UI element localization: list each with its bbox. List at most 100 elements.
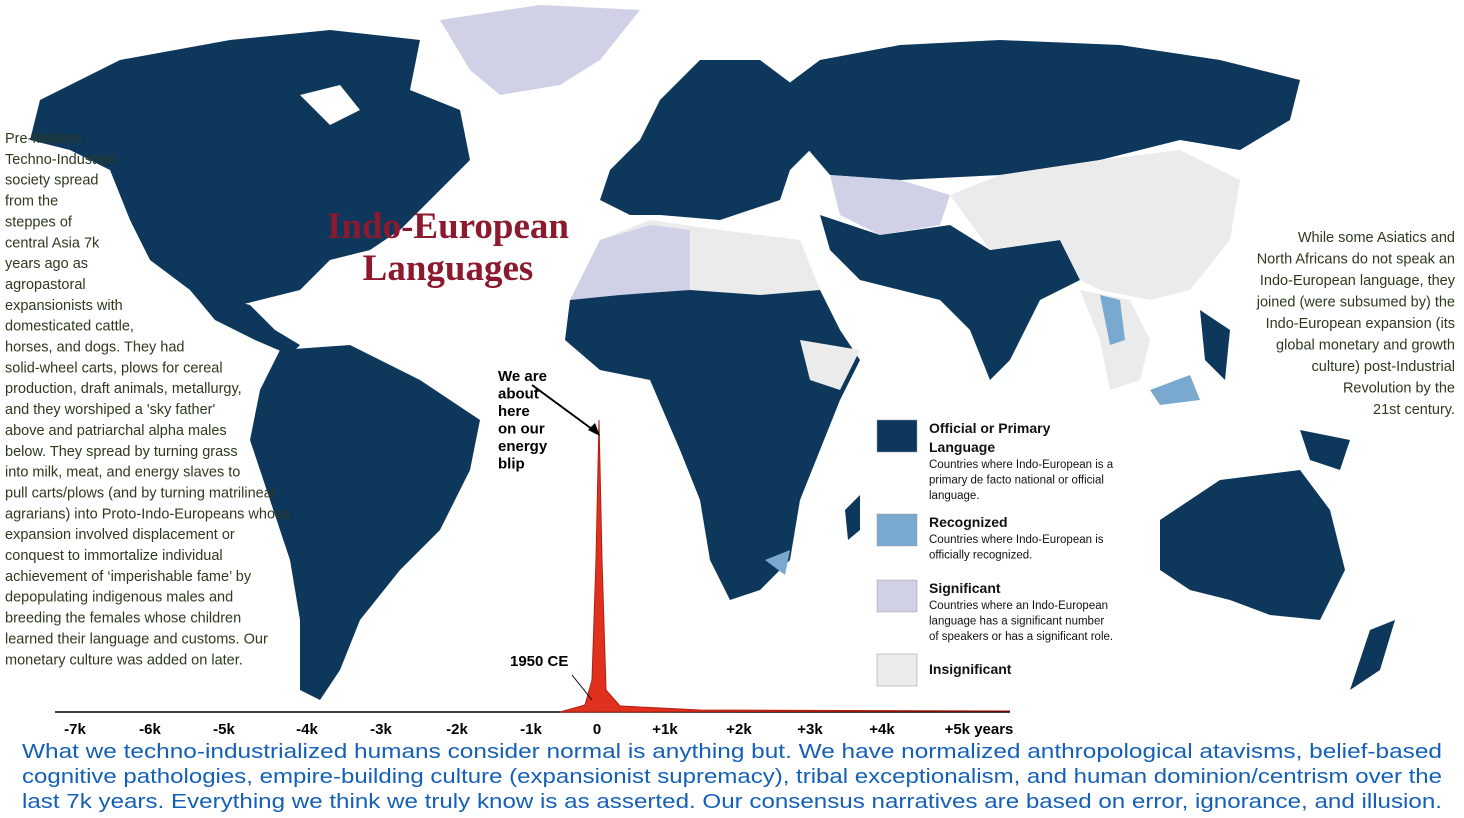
- left-paragraph-line: agropastoral: [5, 277, 86, 293]
- annotation-line: about: [498, 386, 539, 403]
- legend-swatch: [876, 419, 918, 453]
- legend-title: Recognized: [929, 514, 1008, 530]
- left-paragraph-line: solid-wheel carts, plows for cereal: [5, 360, 223, 376]
- left-paragraph-line: conquest to immortalize individual: [5, 548, 223, 564]
- legend-title: Official or Primary: [929, 420, 1051, 436]
- left-paragraph-line: achievement of ‘imperishable fame’ by: [5, 569, 252, 585]
- left-paragraph-line: and they worshiped a 'sky father': [5, 402, 215, 418]
- timeline-tick-label: -5k: [213, 721, 235, 738]
- south-america: [250, 345, 480, 700]
- left-paragraph-line: from the: [5, 194, 58, 210]
- legend-title: Language: [929, 439, 995, 455]
- greenland: [440, 5, 640, 95]
- left-paragraph-line: society spread: [5, 173, 99, 189]
- legend-swatch: [876, 653, 918, 687]
- timeline-tick-label: -1k: [520, 721, 542, 738]
- horn-of-africa: [800, 340, 860, 390]
- footer-line: cognitive pathologies, empire-building c…: [22, 765, 1442, 788]
- europe: [600, 60, 820, 220]
- timeline-tick-label: -3k: [370, 721, 392, 738]
- world-map: [30, 5, 1395, 700]
- timeline-tick-label: +2k: [726, 721, 752, 738]
- right-paragraph-line: global monetary and growth: [1276, 338, 1455, 354]
- marker-arrow: [571, 674, 593, 701]
- legend-description: language has a significant number: [929, 616, 1104, 628]
- footer-line: last 7k years. Everything we think we tr…: [22, 790, 1442, 813]
- annotation-line: on our: [498, 421, 545, 438]
- new-zealand: [1350, 620, 1395, 690]
- east-asia: [950, 150, 1240, 300]
- left-paragraph-line: above and patriarchal alpha males: [5, 423, 227, 439]
- recognized-region: [1100, 295, 1125, 345]
- timeline-tick-label: -6k: [139, 721, 161, 738]
- map-title: Languages: [363, 248, 534, 289]
- left-paragraph-line: domesticated cattle,: [5, 319, 134, 335]
- annotation-line: We are: [498, 368, 547, 385]
- left-paragraph-line: expansion involved displacement or: [5, 527, 235, 543]
- left-paragraph-line: learned their language and customs. Our: [5, 631, 268, 647]
- timeline-tick-label: +3k: [797, 721, 823, 738]
- legend-description: primary de facto national or official: [929, 475, 1104, 487]
- legend-swatch: [876, 579, 918, 613]
- left-paragraph-line: production, draft animals, metallurgy,: [5, 381, 242, 397]
- africa: [565, 290, 860, 600]
- legend-title: Insignificant: [929, 661, 1012, 677]
- footer-line: What we techno-industrialized humans con…: [22, 740, 1442, 763]
- left-paragraph-line: Pre-Modern: [5, 131, 82, 147]
- philippines: [1200, 310, 1230, 380]
- left-paragraph-line: steppes of: [5, 214, 73, 230]
- south-asia: [820, 215, 1080, 380]
- timeline-tick-label: +5k years: [945, 721, 1014, 738]
- right-paragraph-line: 21st century.: [1373, 402, 1455, 418]
- right-paragraph-line: Indo-European language, they: [1260, 273, 1456, 289]
- recognized-region: [765, 550, 790, 575]
- hudson-bay: [300, 85, 360, 125]
- right-paragraph-line: Indo-European expansion (its: [1266, 316, 1455, 332]
- central-asia: [830, 175, 950, 235]
- left-paragraph-line: horses, and dogs. They had: [5, 340, 185, 356]
- legend-description: language.: [929, 490, 980, 502]
- annotation-line: here: [498, 403, 530, 420]
- maghreb: [570, 225, 690, 300]
- left-paragraph-line: breeding the females whose children: [5, 611, 241, 627]
- timeline-tick-label: -7k: [64, 721, 86, 738]
- north-america: [30, 30, 470, 310]
- legend-description: Countries where Indo-European is: [929, 534, 1104, 546]
- right-paragraph-line: joined (were subsumed by) the: [1256, 295, 1455, 311]
- legend-description: officially recognized.: [929, 550, 1032, 562]
- left-paragraph-line: years ago as: [5, 256, 88, 272]
- left-paragraph-line: pull carts/plows (and by turning matrili…: [5, 485, 275, 501]
- timeline-tick-label: 0: [593, 721, 601, 738]
- left-paragraph-line: agrarians) into Proto-Indo-Europeans who…: [5, 506, 290, 522]
- left-paragraph-line: monetary culture was added on later.: [5, 652, 243, 668]
- left-paragraph-line: central Asia 7k: [5, 235, 100, 251]
- left-paragraph-line: depopulating indigenous males and: [5, 590, 233, 606]
- timeline-tick-label: +4k: [869, 721, 895, 738]
- marker-label: 1950 CE: [510, 653, 568, 670]
- timeline-tick-label: +1k: [652, 721, 678, 738]
- recognized-region: [1150, 375, 1200, 405]
- map-title: Indo-European: [327, 206, 569, 247]
- right-paragraph-line: While some Asiatics and: [1298, 230, 1455, 246]
- annotation-arrow: [531, 384, 597, 433]
- legend-swatch: [876, 513, 918, 547]
- legend-description: of speakers or has a significant role.: [929, 631, 1113, 643]
- timeline-tick-label: -2k: [446, 721, 468, 738]
- timeline-tick-label: -4k: [296, 721, 318, 738]
- arrow-head: [588, 423, 600, 436]
- annotation-line: blip: [498, 456, 525, 473]
- right-paragraph-line: North Africans do not speak an: [1257, 252, 1455, 268]
- left-paragraph-line: expansionists with: [5, 298, 123, 314]
- right-paragraph-line: Revolution by the: [1343, 381, 1455, 397]
- left-paragraph-line: into milk, meat, and energy slaves to: [5, 465, 240, 481]
- central-america: [190, 290, 300, 355]
- annotation-line: energy: [498, 438, 548, 455]
- new-guinea: [1300, 430, 1350, 470]
- australia: [1160, 470, 1345, 620]
- legend-title: Significant: [929, 580, 1001, 596]
- energy-spike: [559, 419, 1011, 713]
- russia: [780, 40, 1300, 180]
- legend-description: Countries where an Indo-European: [929, 600, 1108, 612]
